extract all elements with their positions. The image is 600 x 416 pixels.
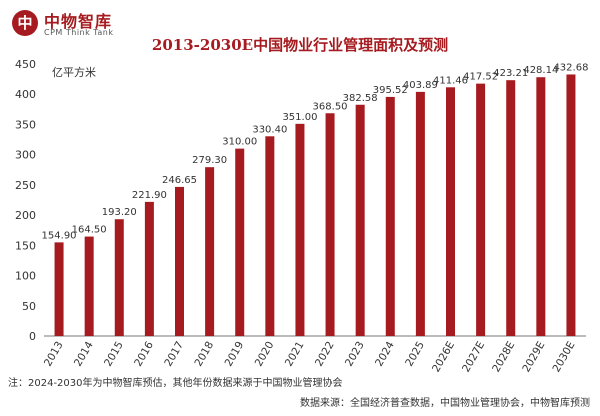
logo-tagline: CPM Think Tank bbox=[44, 28, 114, 37]
bar-value-label: 403.89 bbox=[403, 80, 438, 91]
x-tick-label: 2019 bbox=[223, 340, 247, 369]
bar-value-label: 164.50 bbox=[72, 225, 107, 236]
x-tick-label: 2027E bbox=[460, 340, 487, 375]
bar bbox=[235, 148, 245, 336]
bar bbox=[446, 87, 455, 336]
x-tick-label: 2028E bbox=[490, 340, 517, 375]
bar-value-label: 395.52 bbox=[373, 85, 408, 96]
bar-value-label: 382.58 bbox=[343, 93, 378, 104]
bar-value-label: 423.21 bbox=[493, 68, 528, 79]
y-tick-label: 100 bbox=[15, 270, 36, 283]
x-tick-label: 2014 bbox=[72, 339, 96, 368]
x-tick-label: 2017 bbox=[162, 340, 186, 369]
chart-title: 2013-2030E中国物业行业管理面积及预测 bbox=[151, 36, 449, 54]
x-tick-label: 2015 bbox=[102, 340, 126, 369]
x-tick-label: 2021 bbox=[283, 340, 307, 369]
source-note: 数据来源：全国经济普查数据，中国物业管理协会，中物智库预测 bbox=[300, 398, 590, 409]
bar bbox=[144, 201, 154, 336]
bar-value-label: 432.68 bbox=[553, 62, 588, 73]
bar bbox=[355, 104, 365, 336]
x-tick-label: 2026E bbox=[430, 340, 457, 375]
logo: 中 中物智库 CPM Think Tank bbox=[12, 8, 152, 44]
bar-value-label: 310.00 bbox=[222, 137, 257, 148]
bar bbox=[295, 123, 305, 336]
y-tick-label: 400 bbox=[15, 88, 36, 101]
x-tick-label: 2029E bbox=[520, 340, 547, 375]
bar bbox=[84, 236, 94, 336]
bar-value-label: 368.50 bbox=[313, 101, 348, 112]
x-tick-label: 2020 bbox=[253, 340, 277, 369]
bar bbox=[476, 83, 486, 336]
bar-value-label: 279.30 bbox=[192, 155, 227, 166]
bar-value-label: 428.14 bbox=[523, 65, 558, 76]
bar bbox=[506, 80, 516, 336]
footnote: 注：2024-2030年为中物智库预估，其他年份数据来源于中国物业管理协会 bbox=[8, 378, 343, 389]
y-tick-label: 0 bbox=[29, 330, 36, 343]
y-tick-label: 250 bbox=[15, 179, 36, 192]
y-tick-label: 350 bbox=[15, 118, 36, 131]
x-tick-label: 2030E bbox=[550, 340, 577, 375]
bar-value-label: 330.40 bbox=[252, 124, 287, 135]
y-tick-label: 450 bbox=[15, 58, 36, 71]
bar bbox=[205, 167, 215, 336]
x-tick-label: 2024 bbox=[373, 339, 397, 368]
bar-value-label: 411.46 bbox=[433, 75, 468, 86]
x-tick-label: 2018 bbox=[192, 340, 216, 369]
x-tick-label: 2013 bbox=[42, 340, 66, 369]
y-tick-label: 300 bbox=[15, 149, 36, 162]
y-axis-label: 亿平方米 bbox=[52, 65, 96, 79]
x-tick-label: 2022 bbox=[313, 340, 337, 369]
logo-name: 中物智库 bbox=[44, 12, 113, 31]
bar bbox=[385, 96, 395, 336]
bar-value-label: 154.90 bbox=[42, 230, 77, 241]
bar bbox=[566, 74, 576, 336]
bar bbox=[175, 186, 184, 336]
bar bbox=[54, 242, 64, 336]
bar-value-label: 193.20 bbox=[102, 207, 137, 218]
bar bbox=[536, 77, 546, 336]
bar bbox=[415, 91, 425, 336]
bar-value-label: 351.00 bbox=[282, 112, 317, 123]
bar bbox=[114, 219, 124, 336]
bar bbox=[325, 113, 335, 336]
bar bbox=[265, 136, 275, 336]
bar-value-label: 417.52 bbox=[463, 72, 498, 83]
y-tick-label: 200 bbox=[15, 209, 36, 222]
logo-icon: 中 bbox=[12, 10, 38, 36]
y-tick-label: 50 bbox=[22, 300, 36, 313]
x-tick-label: 2023 bbox=[343, 340, 367, 369]
bar-value-label: 246.65 bbox=[162, 175, 197, 186]
x-tick-label: 2025 bbox=[403, 340, 427, 369]
bar-value-label: 221.90 bbox=[132, 190, 167, 201]
x-tick-label: 2016 bbox=[132, 339, 156, 368]
y-tick-label: 150 bbox=[15, 239, 36, 252]
